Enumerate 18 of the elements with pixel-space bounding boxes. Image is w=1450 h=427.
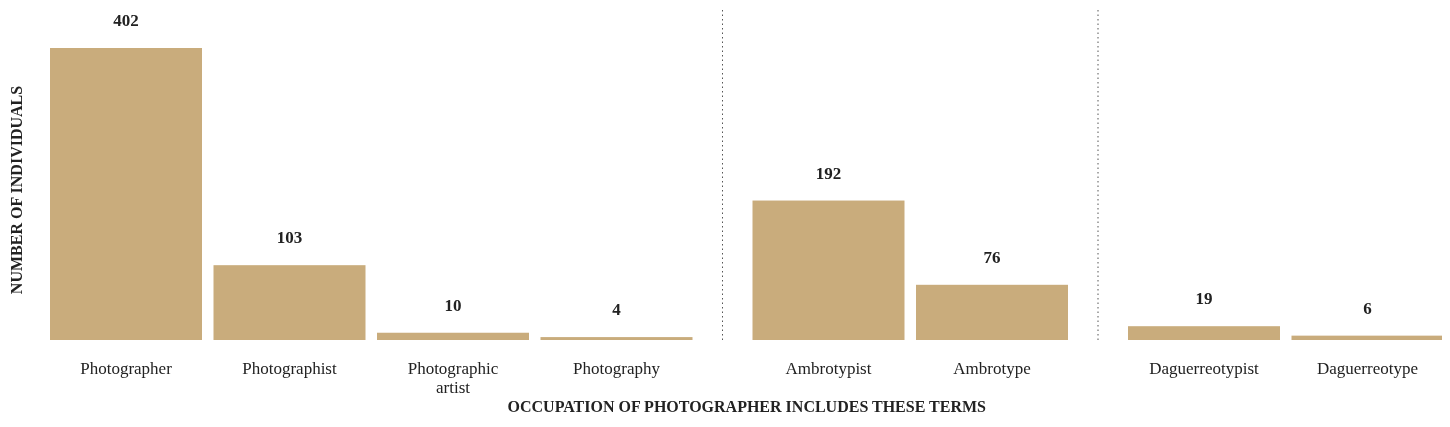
data-label: 10 <box>444 295 462 315</box>
data-label: 402 <box>113 11 139 30</box>
x-tick-label: Photographer <box>80 359 173 378</box>
data-label: 76 <box>983 247 1001 267</box>
data-label: 103 <box>276 228 303 248</box>
x-tick-label: Ambrotypist <box>785 359 872 378</box>
x-tick-label: Ambrotype <box>953 359 1031 378</box>
data-label: 192 <box>815 163 842 183</box>
x-tick-label: Daguerreotype <box>1316 359 1419 378</box>
data-label: 6 <box>1363 298 1372 318</box>
x-axis-title: OCCUPATION OF PHOTOGRAPHER INCLUDES THESE TERMS <box>507 398 987 415</box>
x-tick-label: Photographist <box>242 359 337 378</box>
x-tick-label: Photography <box>573 359 661 378</box>
y-axis-title: NUMBER OF INDIVIDUALS <box>8 85 25 295</box>
x-tick-label: Daguerreotypist <box>1149 359 1260 378</box>
data-label: 4 <box>612 300 622 320</box>
x-tick-label: Photographic artist <box>407 359 499 397</box>
data-label: 19 <box>1195 289 1213 309</box>
